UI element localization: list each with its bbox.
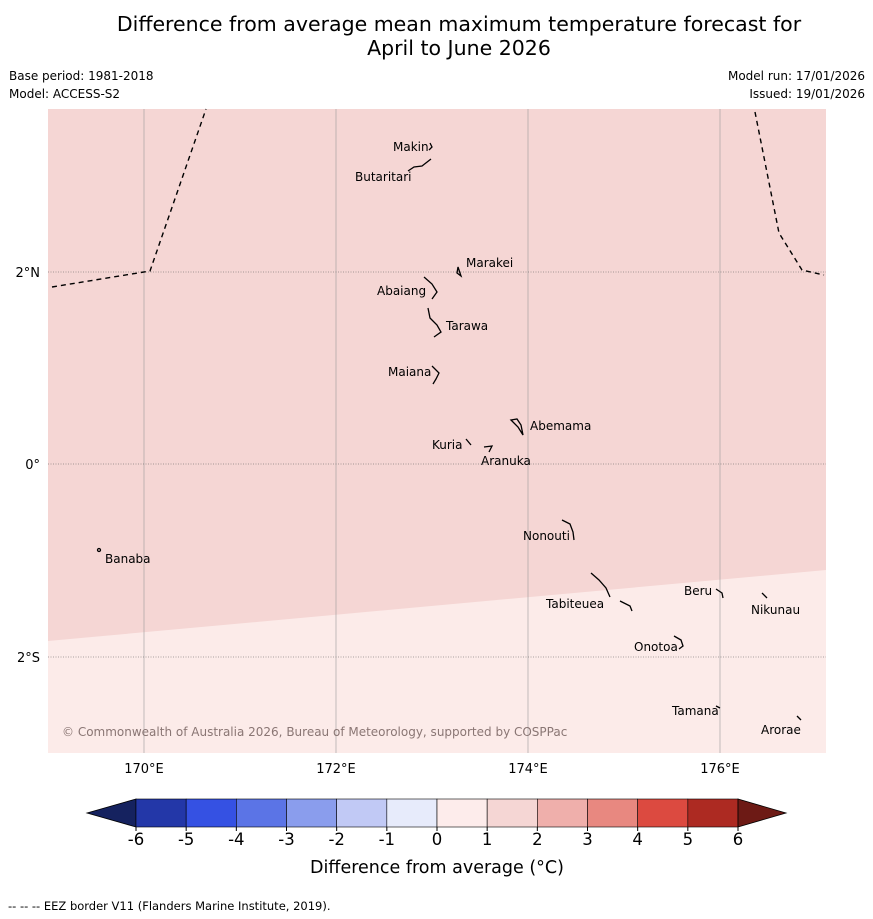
lon-tick-170e: 170°E [124, 762, 164, 777]
island-label-aranuka: Aranuka [481, 454, 531, 468]
eez-legend-text: EEZ border V11 (Flanders Marine Institut… [43, 899, 331, 913]
island-aranuka-shape [483, 445, 494, 453]
colorbar-tick-label: 4 [632, 830, 643, 849]
island-makin-shape [428, 142, 433, 151]
colorbar-tick-label: 5 [683, 830, 694, 849]
island-label-tabiteuea: Tabiteuea [545, 597, 604, 611]
base-period: Base period: 1981-2018 [9, 69, 154, 83]
island-label-maiana: Maiana [388, 365, 431, 379]
chart-title: Difference from average mean maximum tem… [0, 12, 873, 60]
lon-tick-172e: 172°E [316, 762, 356, 777]
lon-tick-labels: 170°E 172°E 174°E 176°E [124, 762, 740, 777]
title-line-2: April to June 2026 [367, 36, 551, 60]
colorbar-tick-label: -4 [228, 830, 244, 849]
island-butaritari-shape [407, 158, 432, 172]
island-label-nonouti: Nonouti [523, 529, 570, 543]
island-label-abaiang: Abaiang [377, 284, 426, 298]
lon-tick-176e: 176°E [700, 762, 740, 777]
colorbar-ticks [135, 827, 739, 831]
colorbar-tick-label: -5 [178, 830, 194, 849]
island-tabiteuea-s-shape [619, 600, 633, 612]
colorbar-cell [436, 798, 488, 828]
colorbar-cell [687, 798, 739, 828]
island-tarawa-shape [427, 307, 442, 338]
colorbar-tick-label: -1 [379, 830, 395, 849]
colorbar-tick-labels: -6 -5 -4 -3 -2 -1 0 1 2 3 4 5 6 [128, 830, 743, 849]
island-label-nikunau: Nikunau [751, 603, 800, 617]
colorbar-tick-label: 3 [582, 830, 593, 849]
colorbar-cell [236, 798, 287, 828]
model-run: Model run: 17/01/2026 [727, 69, 865, 83]
colorbar-tick-label: 1 [482, 830, 493, 849]
meta-right: Model run: 17/01/2026 Issued: 19/01/2026 [728, 67, 865, 103]
island-label-makin: Makin [393, 140, 429, 154]
colorbar-tick-label: -3 [278, 830, 294, 849]
colorbar-cell [336, 798, 388, 828]
model-name: Model: ACCESS-S2 [9, 87, 121, 101]
island-nikunau-shape [761, 592, 768, 599]
lat-tick-2n: 2°N [16, 266, 41, 281]
colorbar-cell [135, 798, 187, 828]
title-line-1: Difference from average mean maximum tem… [116, 12, 802, 36]
island-arorae-shape [796, 715, 802, 721]
colorbar: -6 -5 -4 -3 -2 -1 0 1 2 3 4 5 6 Difference from aver… [85, 798, 788, 878]
island-marakei-shape [456, 266, 463, 278]
colorbar-under-extension [85, 798, 137, 828]
island-maiana-shape [431, 365, 440, 385]
island-tamana-shape [715, 705, 721, 709]
issued-date: Issued: 19/01/2026 [749, 87, 865, 101]
island-shapes [96, 142, 802, 721]
island-label-beru: Beru [684, 584, 712, 598]
colorbar-cell [185, 798, 237, 828]
colorbar-cell [537, 798, 588, 828]
copyright-notice: © Commonwealth of Australia 2026, Bureau… [62, 725, 567, 739]
island-label-tamana: Tamana [671, 704, 719, 718]
lat-gridlines [48, 271, 826, 658]
gridlines [143, 109, 721, 753]
island-label-kuria: Kuria [432, 438, 463, 452]
lon-tick-174e: 174°E [508, 762, 548, 777]
colorbar-title: Difference from average (°C) [310, 858, 564, 878]
meta-left: Base period: 1981-2018 Model: ACCESS-S2 [9, 67, 154, 103]
island-beru-shape [715, 588, 724, 599]
island-label-butaritari: Butaritari [355, 170, 412, 184]
island-abaiang-shape [423, 276, 438, 300]
colorbar-cell [637, 798, 689, 828]
colorbar-cells [135, 798, 739, 828]
island-label-abemama: Abemama [530, 419, 591, 433]
colorbar-tick-label: -6 [128, 830, 144, 849]
eez-legend: -- -- -- EEZ border V11 (Flanders Marine… [8, 899, 331, 913]
island-kuria-shape [465, 438, 472, 446]
colorbar-cell [587, 798, 638, 828]
island-labels: Makin Butaritari Marakei Abaiang Tarawa … [105, 140, 801, 737]
colorbar-tick-label: 0 [432, 830, 443, 849]
island-onotoa-shape [673, 635, 684, 650]
lat-tick-labels: 2°N 0° 2°S [16, 266, 41, 666]
island-tabiteuea-n-shape [590, 572, 611, 598]
island-label-banaba: Banaba [105, 552, 151, 566]
island-label-onotoa: Onotoa [634, 640, 678, 654]
lat-tick-0: 0° [25, 458, 40, 473]
colorbar-cell [286, 798, 337, 828]
colorbar-tick-label: 6 [733, 830, 744, 849]
colorbar-over-extension [737, 798, 788, 828]
island-nonouti-shape [561, 519, 575, 541]
lat-tick-2s: 2°S [17, 651, 40, 666]
island-label-tarawa: Tarawa [445, 319, 488, 333]
eez-line-sample: -- -- -- [8, 899, 41, 913]
colorbar-tick-label: -2 [328, 830, 344, 849]
island-label-arorae: Arorae [761, 723, 801, 737]
zone-1-to-2 [48, 109, 826, 641]
island-label-marakei: Marakei [466, 256, 513, 270]
colorbar-cell [386, 798, 438, 828]
colorbar-cell [486, 798, 538, 828]
eez-border [51, 108, 825, 288]
colorbar-tick-label: 2 [532, 830, 543, 849]
island-banaba-shape [96, 547, 102, 553]
island-abemama-shape [509, 418, 524, 436]
